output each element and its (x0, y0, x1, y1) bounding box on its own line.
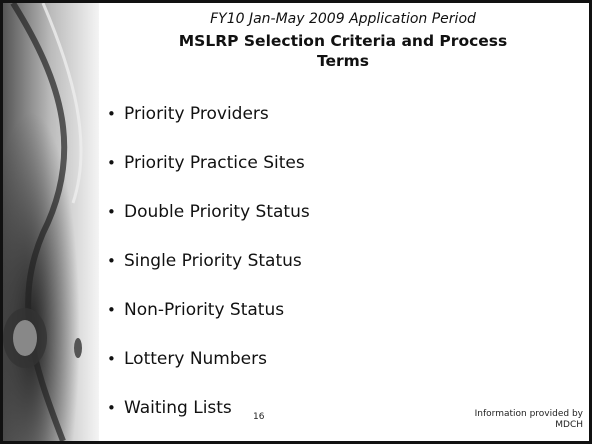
title: MSLRP Selection Criteria and Process Ter… (153, 31, 533, 71)
bullet-item: Priority Practice Sites (107, 138, 310, 187)
decorative-panel (3, 3, 99, 441)
slide: FY10 Jan-May 2009 Application Period MSL… (0, 0, 592, 444)
bullet-item: Priority Providers (107, 89, 310, 138)
bullet-item: Lottery Numbers (107, 334, 310, 383)
bullet-item: Single Priority Status (107, 236, 310, 285)
bullet-item: Double Priority Status (107, 187, 310, 236)
subtitle: FY10 Jan-May 2009 Application Period (113, 11, 573, 27)
bullet-item: Non-Priority Status (107, 285, 310, 334)
credit: Information provided by MDCH (473, 409, 583, 431)
bullet-list: Priority ProvidersPriority Practice Site… (107, 89, 310, 432)
page-number: 16 (253, 412, 264, 422)
bullet-item: Waiting Lists (107, 383, 310, 432)
